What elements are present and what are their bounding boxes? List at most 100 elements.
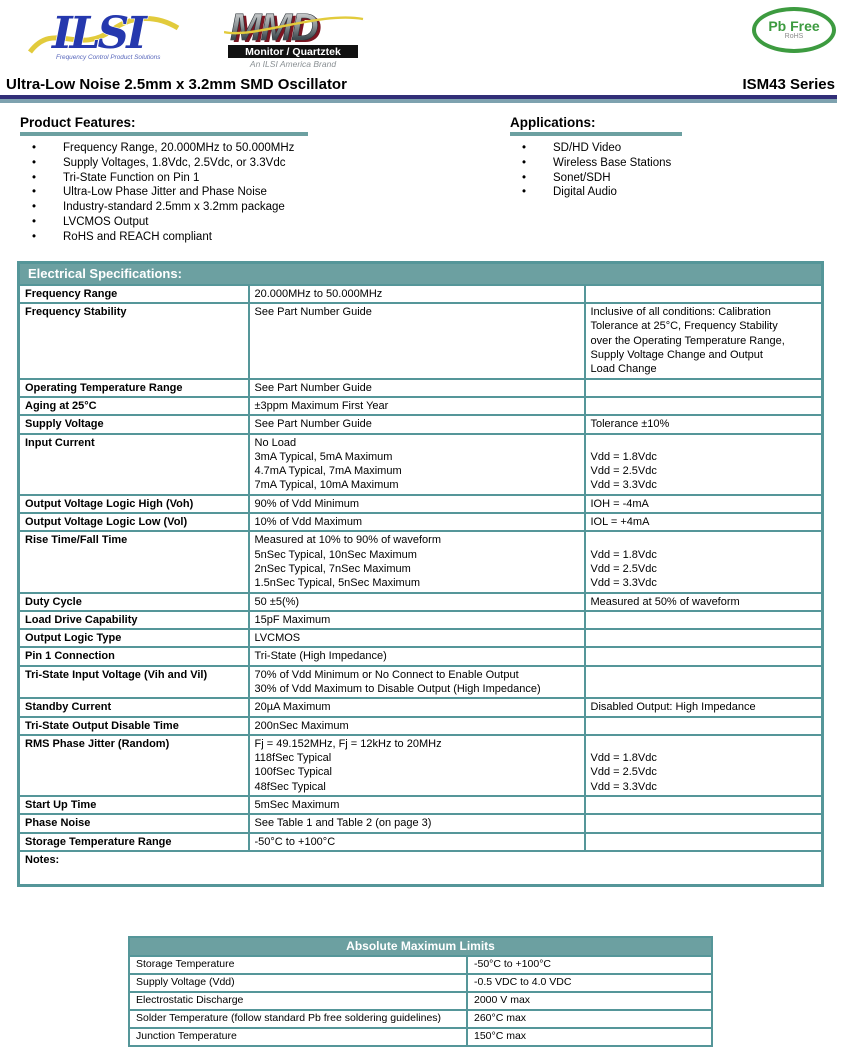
- conditions-cell: Vdd = 1.8Vdc Vdd = 2.5Vdc Vdd = 3.3Vdc: [583, 432, 824, 496]
- value-cell: 70% of Vdd Minimum or No Connect to Enab…: [247, 664, 586, 700]
- parameter-cell: Aging at 25°C: [17, 395, 250, 417]
- mmd-logo-subtitle: Monitor / Quartztek: [245, 46, 341, 58]
- mmd-logo-shadow-text: MMD: [233, 9, 321, 51]
- parameter-cell: Output Voltage Logic Low (Vol): [17, 512, 250, 533]
- parameter-cell: Input Current: [17, 432, 250, 496]
- page-title: Ultra-Low Noise 2.5mm x 3.2mm SMD Oscill…: [6, 76, 347, 93]
- parameter-cell: Frequency Range: [17, 283, 250, 305]
- applications-list: SD/HD VideoWireless Base StationsSonet/S…: [510, 141, 841, 200]
- datasheet-page: ILSI Frequency Control Product Solutions…: [0, 0, 841, 977]
- conditions-cell: Measured at 50% of waveform: [583, 591, 824, 612]
- applications-section: Applications: SD/HD VideoWireless Base S…: [493, 115, 841, 245]
- electrical-specifications-header-row: Electrical Specifications:: [18, 262, 823, 285]
- table-row: Tri-State Input Voltage (Vih and Vil) 70%…: [17, 664, 824, 700]
- feature-item: Industry-standard 2.5mm x 3.2mm package: [20, 200, 493, 215]
- table-row: Standby Current 20µA Maximum Disabled Outp…: [17, 697, 824, 718]
- table-row: Start Up Time 5mSec Maximum: [17, 795, 824, 816]
- parameter-cell: Output Voltage Logic High (Voh): [17, 493, 250, 515]
- electrical-specifications-heading: Electrical Specifications:: [18, 262, 823, 285]
- absolute-maximum-limits-body: Storage Temperature -50°C to +100°C Supply…: [128, 954, 713, 1047]
- conditions-cell: [583, 813, 824, 834]
- conditions-cell: [583, 283, 824, 305]
- title-rule-steel: [0, 99, 837, 103]
- table-row: Duty Cycle 50 ±5(%) Measured at 50% of wav…: [17, 591, 824, 612]
- value-cell: Measured at 10% to 90% of waveform 5nSec…: [247, 530, 586, 594]
- table-row: Storage Temperature Range -50°C to +100°C: [17, 831, 824, 852]
- series-label: ISM43 Series: [742, 76, 835, 93]
- value-cell: Fj = 49.152MHz, Fj = 12kHz to 20MHz 118f…: [247, 733, 586, 798]
- conditions-cell: [583, 395, 824, 417]
- table-row: Tri-State Output Disable Time 200nSec Max…: [17, 715, 824, 736]
- feature-columns: Product Features: Frequency Range, 20.00…: [0, 115, 841, 245]
- page-header: ILSI Frequency Control Product Solutions…: [0, 0, 841, 76]
- value-cell: 20µA Maximum: [247, 697, 586, 718]
- table-row: Operating Temperature Range See Part Numb…: [17, 377, 824, 398]
- absolute-maximum-limits-heading: Absolute Maximum Limits: [129, 936, 712, 956]
- feature-item: Tri-State Function on Pin 1: [20, 171, 493, 186]
- parameter-cell: Operating Temperature Range: [17, 377, 250, 398]
- table-row: Output Logic Type LVCMOS: [17, 628, 824, 649]
- conditions-cell: IOH = -4mA: [583, 493, 824, 515]
- parameter-cell: Solder Temperature (follow standard Pb f…: [128, 1008, 468, 1029]
- parameter-cell: Output Logic Type: [17, 628, 250, 649]
- conditions-cell: IOL = +4mA: [583, 512, 824, 533]
- conditions-cell: [583, 795, 824, 816]
- pb-free-rohs-badge: Pb Free RoHS: [752, 7, 836, 53]
- ilsi-logo-tagline: Frequency Control Product Solutions: [56, 54, 161, 61]
- conditions-cell: Disabled Output: High Impedance: [583, 697, 824, 718]
- parameter-cell: Phase Noise: [17, 813, 250, 834]
- product-features-heading: Product Features:: [20, 115, 136, 130]
- conditions-cell: [583, 609, 824, 631]
- value-cell: See Part Number Guide: [247, 377, 586, 398]
- mmd-logo-bar: [228, 45, 358, 58]
- mmd-logo: MMD MMD Monitor / Quartztek An ILSI Amer…: [224, 7, 364, 69]
- value-cell: 15pF Maximum: [247, 609, 586, 631]
- feature-item: Ultra-Low Phase Jitter and Phase Noise: [20, 185, 493, 200]
- feature-item: RoHS and REACH compliant: [20, 230, 493, 245]
- parameter-cell: Storage Temperature: [128, 954, 468, 975]
- absolute-maximum-limits-header-row: Absolute Maximum Limits: [129, 936, 712, 956]
- applications-underline: [510, 132, 682, 136]
- table-row: RMS Phase Jitter (Random) Fj = 49.152MHz,…: [17, 733, 824, 798]
- conditions-cell: [583, 646, 824, 667]
- electrical-specifications-section: Electrical Specifications: Frequency Ran…: [17, 260, 824, 887]
- parameter-cell: Start Up Time: [17, 795, 250, 816]
- table-row: Pin 1 Connection Tri-State (High Impedanc…: [17, 646, 824, 667]
- value-cell: Tri-State (High Impedance): [247, 646, 586, 667]
- value-cell: 5mSec Maximum: [247, 795, 586, 816]
- absolute-maximum-limits-table: Absolute Maximum Limits Storage Temperat…: [128, 935, 713, 1047]
- feature-item: Supply Voltages, 1.8Vdc, 2.5Vdc, or 3.3V…: [20, 156, 493, 171]
- parameter-cell: Load Drive Capability: [17, 609, 250, 631]
- ilsi-logo-swoosh: [28, 16, 180, 54]
- features-list: Frequency Range, 20.000MHz to 50.000MHzS…: [20, 141, 493, 245]
- value-cell: LVCMOS: [247, 628, 586, 649]
- table-row: Load Drive Capability 15pF Maximum: [17, 609, 824, 631]
- application-item: Digital Audio: [510, 185, 841, 200]
- title-row: Ultra-Low Noise 2.5mm x 3.2mm SMD Oscill…: [0, 76, 841, 95]
- conditions-cell: Tolerance ±10%: [583, 414, 824, 435]
- product-features-section: Product Features: Frequency Range, 20.00…: [0, 115, 493, 245]
- parameter-cell: Frequency Stability: [17, 302, 250, 380]
- mmd-logo-tagline: An ILSI America Brand: [249, 59, 336, 69]
- rohs-label: RoHS: [784, 32, 804, 40]
- table-row: Rise Time/Fall Time Measured at 10% to 90…: [17, 530, 824, 594]
- value-cell: 50 ±5(%): [247, 591, 586, 612]
- parameter-cell: Storage Temperature Range: [17, 831, 250, 852]
- title-rule-navy: [0, 95, 837, 99]
- parameter-cell: Supply Voltage: [17, 414, 250, 435]
- application-item: Sonet/SDH: [510, 171, 841, 186]
- value-cell: 90% of Vdd Minimum: [247, 493, 586, 515]
- conditions-cell: [583, 664, 824, 700]
- conditions-cell: Inclusive of all conditions: Calibration…: [583, 302, 824, 380]
- pb-free-label: Pb Free: [768, 17, 820, 34]
- value-cell: 200nSec Maximum: [247, 715, 586, 736]
- application-item: Wireless Base Stations: [510, 156, 841, 171]
- notes-cell: Notes:: [17, 849, 824, 887]
- conditions-cell: [583, 377, 824, 398]
- value-cell: No Load 3mA Typical, 5mA Maximum 4.7mA T…: [247, 432, 586, 496]
- value-cell: 2000 V max: [466, 990, 713, 1011]
- parameter-cell: Junction Temperature: [128, 1026, 468, 1047]
- value-cell: -50°C to +100°C: [466, 954, 713, 975]
- table-row: Storage Temperature -50°C to +100°C: [128, 954, 713, 975]
- table-row: Electrostatic Discharge 2000 V max: [128, 990, 713, 1011]
